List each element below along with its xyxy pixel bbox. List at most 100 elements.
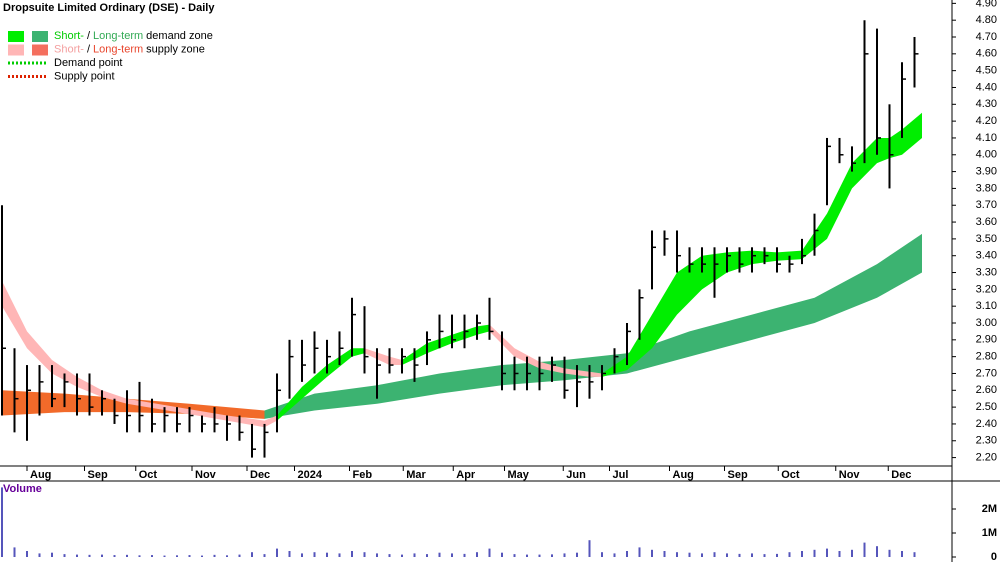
y-tick-label: 2.30 xyxy=(976,435,997,447)
volume-bar xyxy=(213,554,216,557)
volume-bar xyxy=(301,553,303,557)
x-tick-label: Dec xyxy=(891,469,911,481)
volume-tick-label: 1M xyxy=(982,527,997,539)
y-tick-label: 4.60 xyxy=(976,48,997,60)
legend-part: supply zone xyxy=(146,43,205,55)
zone xyxy=(277,348,365,421)
x-tick-label: Oct xyxy=(139,469,158,481)
x-tick-label: Oct xyxy=(781,469,800,481)
x-tick-label: Aug xyxy=(30,469,51,481)
x-tick-label: May xyxy=(508,469,530,481)
y-tick-label: 3.90 xyxy=(976,166,997,178)
volume-bar xyxy=(538,554,541,557)
volume-bar xyxy=(326,552,328,557)
legend-part: Demand point xyxy=(54,57,123,69)
volume-bar xyxy=(613,553,616,557)
volume-bar xyxy=(776,553,778,557)
volume-bar xyxy=(651,549,653,557)
y-tick-label: 4.30 xyxy=(976,98,997,110)
legend-text: Demand point xyxy=(54,57,123,69)
volume-bar xyxy=(576,552,578,557)
y-tick-label: 3.30 xyxy=(976,266,997,278)
volume-bar xyxy=(113,555,116,557)
x-tick-label: 2024 xyxy=(298,469,323,481)
volume-bar xyxy=(288,551,291,557)
zone xyxy=(264,233,922,419)
volume-bar xyxy=(688,552,691,557)
volume-bar xyxy=(751,553,753,557)
volume-bar xyxy=(263,554,266,557)
x-tick-label: Aug xyxy=(673,469,694,481)
volume-bar xyxy=(526,554,528,557)
legend-part: Long-term xyxy=(93,43,143,55)
y-tick-label: 4.20 xyxy=(976,115,997,127)
x-tick-label: Mar xyxy=(406,469,426,481)
y-tick-label: 4.70 xyxy=(976,31,997,43)
volume-bar xyxy=(238,554,241,557)
legend-part: Long-term xyxy=(93,30,143,42)
legend-swatch xyxy=(32,31,48,42)
x-tick-label: Apr xyxy=(456,469,476,481)
volume-bar xyxy=(876,546,878,557)
volume-bar xyxy=(563,553,566,557)
volume-tick-label: 2M xyxy=(982,503,997,515)
legend-part: Supply point xyxy=(54,70,115,82)
volume-bar xyxy=(401,554,403,557)
volume-bar xyxy=(26,551,28,557)
volume-bar xyxy=(388,554,391,557)
volume-bar xyxy=(726,553,728,557)
volume-bar xyxy=(138,555,141,557)
volume-bar xyxy=(63,554,66,557)
x-tick-label: Dec xyxy=(250,469,270,481)
volume-bar xyxy=(676,552,678,557)
volume-bar xyxy=(363,552,366,557)
volume-bar xyxy=(901,551,903,557)
y-tick-label: 3.60 xyxy=(976,216,997,228)
chart-title: Dropsuite Limited Ordinary (DSE) - Daily xyxy=(3,2,215,14)
x-tick-label: Feb xyxy=(353,469,373,481)
volume-bar xyxy=(413,553,416,557)
x-tick-label: Nov xyxy=(195,469,217,481)
y-tick-label: 3.40 xyxy=(976,250,997,262)
x-tick-label: Sep xyxy=(88,469,108,481)
legend-part: demand zone xyxy=(146,30,213,42)
volume-bar xyxy=(438,552,441,557)
y-tick-label: 4.10 xyxy=(976,132,997,144)
volume-bar xyxy=(376,553,378,557)
volume-bar xyxy=(626,551,628,557)
legend-part: / xyxy=(87,30,91,42)
volume-bar xyxy=(801,551,803,557)
legend-part: Short- xyxy=(54,30,84,42)
volume-bar xyxy=(888,549,891,557)
volume-bar xyxy=(126,554,128,557)
legend-swatch xyxy=(8,44,24,56)
volume-bar xyxy=(451,553,453,557)
y-tick-label: 4.90 xyxy=(976,0,997,9)
y-tick-label: 3.20 xyxy=(976,283,997,295)
volume-bar xyxy=(151,555,153,557)
volume-bar xyxy=(551,554,553,557)
legend-text: Short- / Long-term demand zone xyxy=(54,30,213,42)
volume-bar xyxy=(813,549,816,557)
zone xyxy=(402,324,490,366)
volume-bars xyxy=(1,487,916,557)
volume-bar xyxy=(38,553,41,557)
volume-bar xyxy=(826,548,828,557)
volume-bar xyxy=(713,552,716,557)
y-tick-label: 2.50 xyxy=(976,401,997,413)
y-tick-label: 4.00 xyxy=(976,149,997,161)
volume-bar xyxy=(501,552,503,557)
volume-bar xyxy=(851,549,853,557)
volume-bar xyxy=(201,555,203,557)
zones xyxy=(2,112,922,428)
legend-swatch xyxy=(8,31,24,42)
y-tick-label: 3.80 xyxy=(976,182,997,194)
volume-bar xyxy=(663,551,666,557)
volume-bar xyxy=(863,542,866,557)
x-tick-label: Sep xyxy=(728,469,748,481)
volume-bar xyxy=(638,547,641,557)
legend-text: Supply point xyxy=(54,70,115,82)
y-tick-label: 2.80 xyxy=(976,351,997,363)
